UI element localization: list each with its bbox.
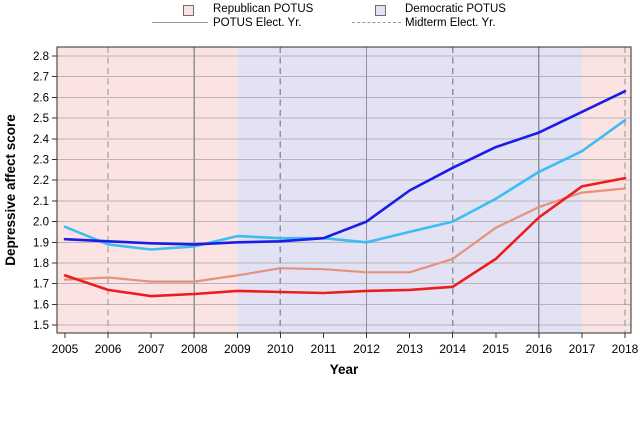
republican-band-swatch xyxy=(183,5,194,16)
y-tick-label: 2.6 xyxy=(33,92,49,104)
republican-potus-legend-label: Republican POTUS xyxy=(213,3,314,15)
series-line-female-conservative xyxy=(63,176,627,298)
plot-frame xyxy=(56,46,632,334)
x-tick-label: 2017 xyxy=(569,342,596,356)
plot-band-republican xyxy=(57,47,238,333)
x-tick-label: 2011 xyxy=(311,342,337,356)
midterm-elect-legend-label: Midterm Elect. Yr. xyxy=(405,17,496,29)
y-tick-label: 2.0 xyxy=(33,217,49,229)
x-tick-label: 2013 xyxy=(396,342,423,356)
democratic-potus-legend-label: Democratic POTUS xyxy=(405,3,506,15)
x-tick-label: 2012 xyxy=(353,342,380,356)
potus-elect-legend-label: POTUS Elect. Yr. xyxy=(213,17,302,29)
y-tick-label: 2.1 xyxy=(33,196,49,208)
x-tick-label: 2008 xyxy=(181,342,208,356)
top-legend: Republican POTUS Democratic POTUS POTUS … xyxy=(0,0,640,34)
y-tick-label: 1.9 xyxy=(33,237,49,249)
x-tick-label: 2016 xyxy=(525,342,552,356)
y-tick-label: 1.5 xyxy=(33,320,49,332)
series-line-male-conservative xyxy=(63,187,627,283)
x-tick-label: 2005 xyxy=(52,342,79,356)
y-tick-label: 2.8 xyxy=(33,51,49,63)
y-axis-title: Depressive affect score xyxy=(3,114,18,266)
x-tick-label: 2018 xyxy=(612,342,639,356)
democratic-band-swatch xyxy=(375,5,386,16)
y-tick-label: 1.6 xyxy=(33,299,49,311)
y-tick-label: 1.8 xyxy=(33,258,49,270)
y-tick-label: 2.7 xyxy=(33,72,49,84)
x-tick-label: 2014 xyxy=(439,342,466,356)
x-tick-label: 2009 xyxy=(224,342,251,356)
x-tick-label: 2010 xyxy=(267,342,294,356)
x-axis-title: Year xyxy=(330,362,359,377)
y-tick-label: 2.2 xyxy=(33,175,49,187)
y-tick-label: 2.5 xyxy=(33,113,49,125)
x-tick-label: 2015 xyxy=(482,342,509,356)
y-tick-label: 2.3 xyxy=(33,155,49,167)
y-tick-label: 2.4 xyxy=(33,134,50,146)
series-line-female-liberal xyxy=(63,89,627,246)
midterm-elect-line-swatch xyxy=(352,22,401,23)
x-tick-label: 2006 xyxy=(95,342,122,356)
series-line-male-liberal xyxy=(63,118,627,251)
bottom-legend: Female conservative Female liberal Male … xyxy=(0,392,640,430)
potus-elect-line-swatch xyxy=(152,22,208,23)
x-tick-label: 2007 xyxy=(138,342,165,356)
y-tick-label: 1.7 xyxy=(33,279,49,291)
